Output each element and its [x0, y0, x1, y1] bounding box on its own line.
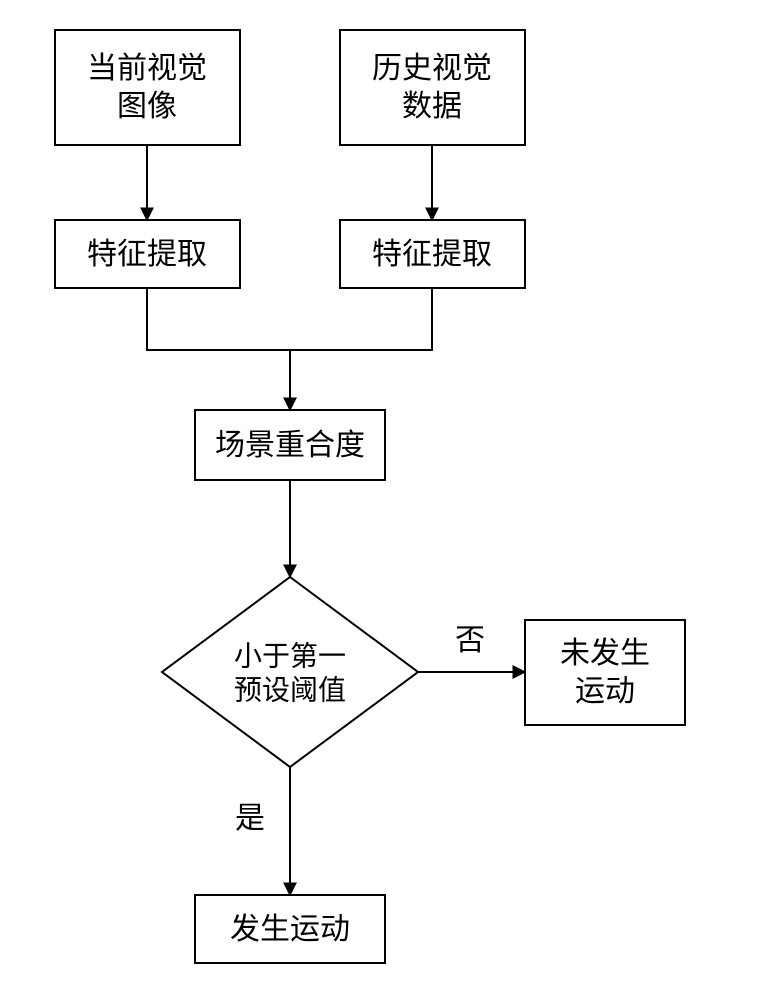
node-text: 未发生	[560, 637, 650, 670]
node-text: 发生运动	[230, 913, 350, 946]
node-scene-overlap: 场景重合度	[195, 410, 385, 480]
edge-label-no: 否	[455, 624, 485, 657]
node-text: 特征提取	[87, 238, 207, 271]
node-text: 数据	[402, 90, 462, 123]
edge-merge-horizontal	[147, 288, 432, 350]
node-text: 小于第一	[234, 640, 346, 671]
node-feature-extraction-left: 特征提取	[55, 220, 240, 288]
node-text: 场景重合度	[215, 429, 365, 462]
edge-label-yes: 是	[235, 802, 265, 835]
node-feature-extraction-right: 特征提取	[340, 220, 525, 288]
node-current-visual-image: 当前视觉 图像	[55, 30, 240, 145]
node-no-motion: 未发生 运动	[525, 620, 685, 725]
node-text: 当前视觉	[87, 52, 207, 85]
node-text: 运动	[575, 675, 635, 708]
node-decision-threshold: 小于第一 预设阈值	[162, 577, 418, 767]
node-motion-occurred: 发生运动	[195, 895, 385, 963]
node-text: 预设阈值	[234, 674, 346, 705]
node-text: 特征提取	[372, 238, 492, 271]
node-text: 历史视觉	[372, 52, 492, 85]
node-historical-visual-data: 历史视觉 数据	[340, 30, 525, 145]
node-text: 图像	[117, 90, 177, 123]
